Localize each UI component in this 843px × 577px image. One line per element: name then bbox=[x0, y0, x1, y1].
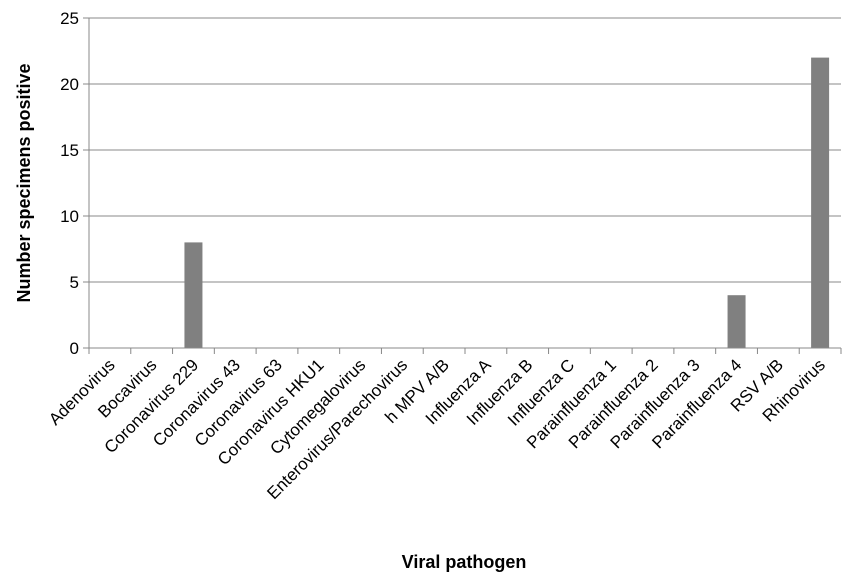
x-axis-title: Viral pathogen bbox=[402, 552, 527, 572]
y-tick-label: 20 bbox=[60, 75, 79, 94]
y-tick-label: 15 bbox=[60, 141, 79, 160]
y-axis-title: Number specimens positive bbox=[14, 63, 34, 302]
y-tick-labels: 0 5 10 15 20 25 bbox=[60, 9, 79, 358]
bars bbox=[184, 57, 830, 348]
axes bbox=[83, 17, 842, 354]
bar-rhinovirus bbox=[811, 57, 830, 348]
y-tick-label: 5 bbox=[70, 273, 79, 292]
gridlines bbox=[89, 17, 841, 283]
y-tick-label: 25 bbox=[60, 9, 79, 28]
bar-coronavirus-229 bbox=[184, 242, 203, 348]
y-tick-label: 10 bbox=[60, 207, 79, 226]
bar-parainfluenza-4 bbox=[727, 295, 746, 348]
y-tick-label: 0 bbox=[70, 339, 79, 358]
